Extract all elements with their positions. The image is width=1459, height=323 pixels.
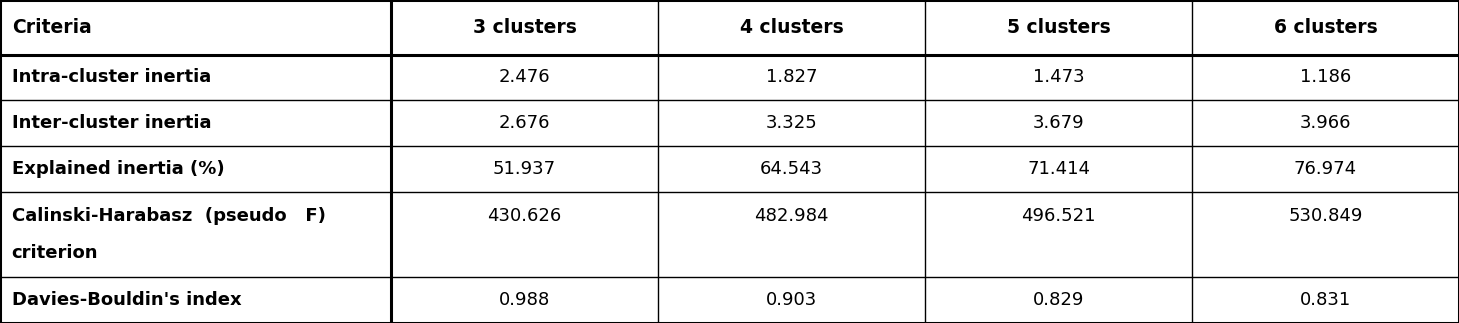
Text: criterion: criterion [12,244,98,262]
Text: 3.966: 3.966 [1300,114,1351,132]
Text: 3 clusters: 3 clusters [473,18,576,37]
Text: Explained inertia (%): Explained inertia (%) [12,160,225,178]
Text: 0.988: 0.988 [499,291,550,309]
Text: 76.974: 76.974 [1294,160,1357,178]
Text: 430.626: 430.626 [487,207,562,225]
Text: 1.186: 1.186 [1300,68,1351,87]
Text: 64.543: 64.543 [760,160,823,178]
Text: 6 clusters: 6 clusters [1274,18,1377,37]
Text: Intra-cluster inertia: Intra-cluster inertia [12,68,212,87]
Text: 1.827: 1.827 [766,68,817,87]
Text: 0.831: 0.831 [1300,291,1351,309]
Text: 482.984: 482.984 [754,207,829,225]
Text: 2.476: 2.476 [499,68,550,87]
Text: 5 clusters: 5 clusters [1007,18,1110,37]
Text: 51.937: 51.937 [493,160,556,178]
Text: 1.473: 1.473 [1033,68,1084,87]
Text: 496.521: 496.521 [1021,207,1096,225]
Text: Calinski-Harabasz  (pseudo   F): Calinski-Harabasz (pseudo F) [12,207,325,225]
Text: 0.903: 0.903 [766,291,817,309]
Text: 4 clusters: 4 clusters [740,18,843,37]
Text: Davies-Bouldin's index: Davies-Bouldin's index [12,291,241,309]
Text: 71.414: 71.414 [1027,160,1090,178]
Text: 530.849: 530.849 [1288,207,1363,225]
Text: Inter-cluster inertia: Inter-cluster inertia [12,114,212,132]
Text: 3.679: 3.679 [1033,114,1084,132]
Text: Criteria: Criteria [12,18,92,37]
Text: 3.325: 3.325 [766,114,817,132]
Text: 0.829: 0.829 [1033,291,1084,309]
Text: 2.676: 2.676 [499,114,550,132]
